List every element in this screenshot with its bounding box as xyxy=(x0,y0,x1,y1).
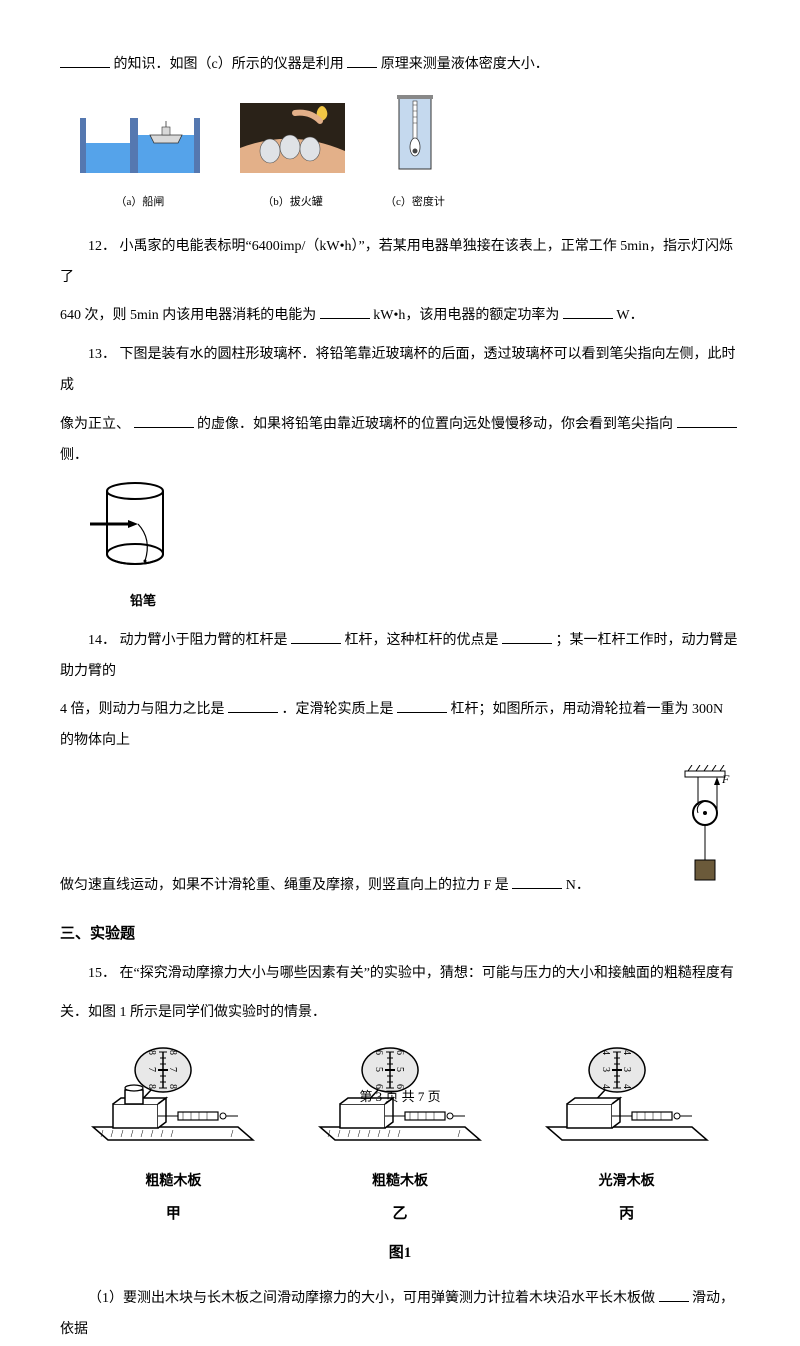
q15-sub1: （1）要测出木块与长木板之间滑动摩擦力的大小，可用弹簧测力计拉着木块沿水平长木板… xyxy=(60,1284,740,1346)
q14: 14． 动力臂小于阻力臂的杠杆是 杠杆，这种杠杆的优点是 ；某一杠杆工作时，动力… xyxy=(60,626,740,688)
blank xyxy=(563,305,613,319)
svg-text:4: 4 xyxy=(621,1050,632,1055)
text: 下图是装有水的圆柱形玻璃杯．将铅笔靠近玻璃杯的后面，透过玻璃杯可以看到笔尖指向左… xyxy=(60,347,736,393)
text: 的知识．如图（c）所示的仪器是利用 xyxy=(114,57,344,72)
text: 小禹家的电能表标明“6400imp/（kW•h）”，若某用电器单独接在该表上，正… xyxy=(60,239,733,285)
board-label-c: 光滑木板 xyxy=(537,1167,717,1198)
sub-label-a: 甲 xyxy=(83,1198,263,1231)
q12-line2: 640 次，则 5min 内该用电器消耗的电能为 kW•h，该用电器的额定功率为… xyxy=(60,301,740,332)
blank xyxy=(397,699,447,713)
svg-text:7: 7 xyxy=(146,1067,157,1072)
force-label: F xyxy=(721,772,730,786)
q15-line2: 关．如图 1 所示是同学们做实验时的情景． xyxy=(60,998,740,1029)
figure-c-hydrometer: （c）密度计 xyxy=(385,91,445,214)
q15: 15． 在“探究滑动摩擦力大小与哪些因素有关”的实验中，猜想：可能与压力的大小和… xyxy=(60,959,740,990)
q14-line3-text: 做匀速直线运动，如果不计滑轮重、绳重及摩擦，则竖直向上的拉力 F 是 N． xyxy=(60,871,670,902)
shiplock-svg xyxy=(80,113,200,173)
figure-a-shiplock: （a）船闸 xyxy=(80,113,200,214)
svg-text:8: 8 xyxy=(167,1050,178,1055)
blank xyxy=(347,54,377,68)
blank xyxy=(291,630,341,644)
q14-line3-with-pulley: 做匀速直线运动，如果不计滑轮重、绳重及摩擦，则竖直向上的拉力 F 是 N． F xyxy=(60,765,740,908)
text: 杠杆，这种杠杆的优点是 xyxy=(345,633,499,648)
pencil-label: 铅笔 xyxy=(130,587,740,616)
text: 4 倍，则动力与阻力之比是 xyxy=(60,702,225,717)
experiment-a: 878 878 粗糙木板 甲 xyxy=(83,1042,263,1231)
text: kW•h，该用电器的额定功率为 xyxy=(373,308,559,323)
sub-label-c: 丙 xyxy=(537,1198,717,1231)
text: 像为正立、 xyxy=(60,417,130,432)
figures-row-abc: （a）船闸 （b）拔火罐 （c）密度计 xyxy=(80,91,740,214)
blank xyxy=(659,1288,689,1302)
blank xyxy=(502,630,552,644)
figure-pulley: F xyxy=(670,765,740,908)
svg-text:8: 8 xyxy=(146,1050,157,1055)
figure-b-cupping: （b）拔火罐 xyxy=(240,103,345,214)
q14-line2: 4 倍，则动力与阻力之比是 ．定滑轮实质上是 杠杆；如图所示，用动滑轮拉着一重为… xyxy=(60,695,740,757)
text: W． xyxy=(616,308,643,323)
q13-line2: 像为正立、 的虚像．如果将铅笔由靠近玻璃杯的位置向远处慢慢移动，你会看到笔尖指向… xyxy=(60,410,740,472)
blank xyxy=(677,414,737,428)
text: 侧． xyxy=(60,448,88,463)
sub-label-b: 乙 xyxy=(310,1198,490,1231)
hydrometer-svg xyxy=(391,91,439,173)
q14-num: 14． xyxy=(88,633,116,648)
text: ．定滑轮实质上是 xyxy=(282,702,394,717)
cupping-svg xyxy=(240,103,345,173)
svg-text:3: 3 xyxy=(621,1067,632,1072)
blank xyxy=(320,305,370,319)
experiment-b: 656 656 粗糙木板 乙 xyxy=(310,1042,490,1231)
board-label-a: 粗糙木板 xyxy=(83,1167,263,1198)
fig1-label: 图1 xyxy=(60,1237,740,1270)
text: 的虚像．如果将铅笔由靠近玻璃杯的位置向远处慢慢移动，你会看到笔尖指向 xyxy=(197,417,673,432)
text: 原理来测量液体密度大小． xyxy=(381,57,549,72)
page-footer: 第 3 页 共 7 页 xyxy=(0,1083,800,1112)
blank xyxy=(60,54,110,68)
experiment-row: 878 878 粗糙木板 甲 xyxy=(60,1042,740,1231)
q12-num: 12． xyxy=(88,239,116,254)
board-label-b: 粗糙木板 xyxy=(310,1167,490,1198)
svg-text:3: 3 xyxy=(600,1067,611,1072)
blank xyxy=(512,875,562,889)
text: 在“探究滑动摩擦力大小与哪些因素有关”的实验中，猜想：可能与压力的大小和接触面的… xyxy=(120,966,734,981)
q13: 13． 下图是装有水的圆柱形玻璃杯．将铅笔靠近玻璃杯的后面，透过玻璃杯可以看到笔… xyxy=(60,340,740,402)
figure-pencil-cup: 铅笔 xyxy=(90,479,740,615)
svg-text:7: 7 xyxy=(167,1067,178,1072)
svg-text:5: 5 xyxy=(373,1067,384,1072)
figure-a-caption: （a）船闸 xyxy=(80,190,200,214)
q12: 12． 小禹家的电能表标明“6400imp/（kW•h）”，若某用电器单独接在该… xyxy=(60,232,740,294)
text: 动力臂小于阻力臂的杠杆是 xyxy=(120,633,288,648)
q-fragment-top: 的知识．如图（c）所示的仪器是利用 原理来测量液体密度大小． xyxy=(60,50,740,81)
text: 做匀速直线运动，如果不计滑轮重、绳重及摩擦，则竖直向上的拉力 F 是 xyxy=(60,878,509,893)
svg-text:4: 4 xyxy=(600,1050,611,1055)
text: N． xyxy=(566,878,590,893)
q15-num: 15． xyxy=(88,966,116,981)
section-3-header: 三、实验题 xyxy=(60,918,740,951)
figure-c-caption: （c）密度计 xyxy=(385,190,445,214)
text: 640 次，则 5min 内该用电器消耗的电能为 xyxy=(60,308,316,323)
text: （1）要测出木块与长木板之间滑动摩擦力的大小，可用弹簧测力计拉着木块沿水平长木板… xyxy=(88,1291,655,1306)
q13-num: 13． xyxy=(88,347,116,362)
experiment-c: 434 434 光滑木板 丙 xyxy=(537,1042,717,1231)
svg-text:6: 6 xyxy=(394,1050,405,1055)
figure-b-caption: （b）拔火罐 xyxy=(240,190,345,214)
blank xyxy=(134,414,194,428)
svg-text:6: 6 xyxy=(373,1050,384,1055)
text: 关．如图 1 所示是同学们做实验时的情景． xyxy=(60,1005,326,1020)
svg-text:5: 5 xyxy=(394,1067,405,1072)
blank xyxy=(228,699,278,713)
